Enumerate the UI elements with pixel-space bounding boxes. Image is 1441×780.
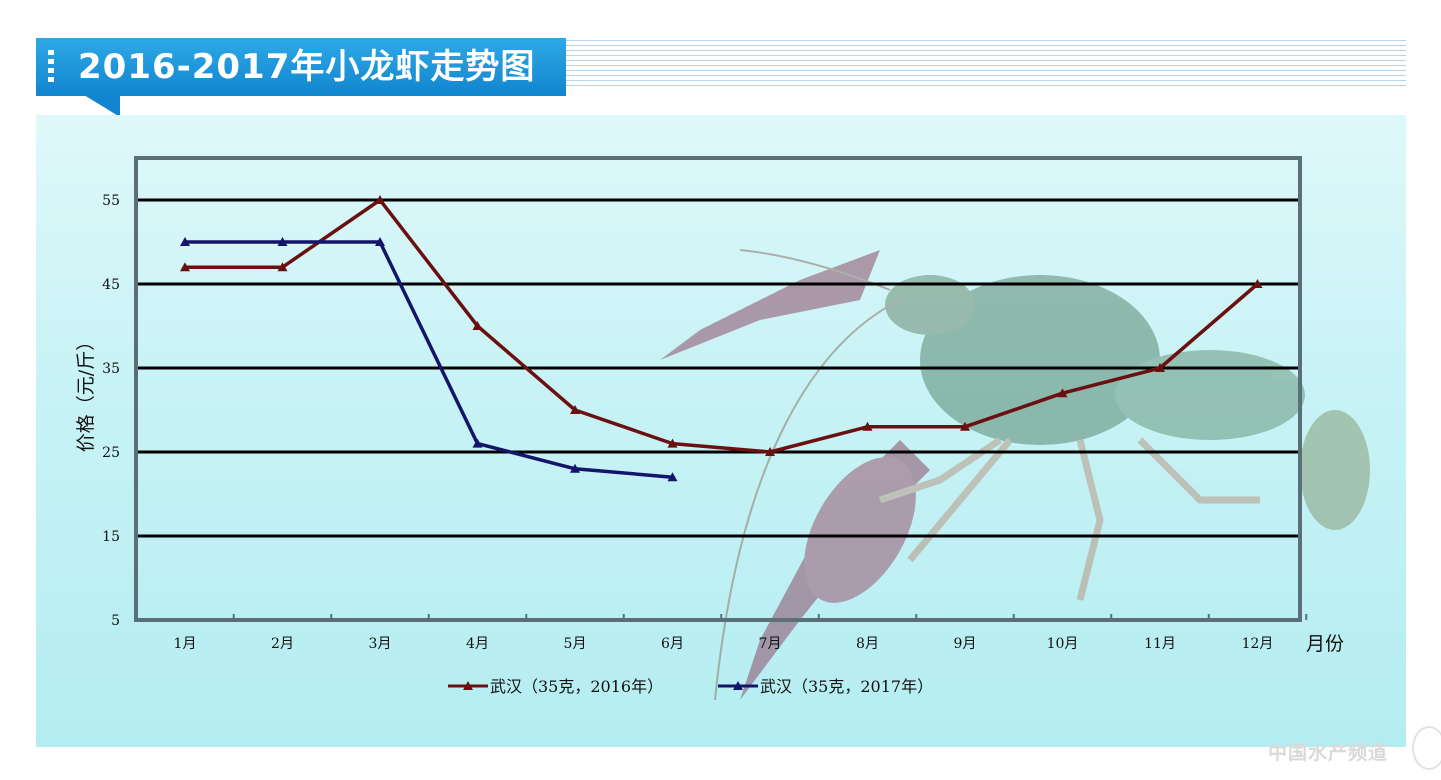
x-tick-label: 5月	[564, 636, 587, 652]
header-stripes-decoration	[566, 40, 1406, 90]
x-tick-label: 11月	[1144, 636, 1176, 652]
data-point	[960, 421, 970, 431]
x-axis-ticks: 1月 2月 3月 4月 5月 6月 7月 8月 9月 10月 11月 12月	[174, 614, 1308, 652]
data-point	[472, 438, 483, 448]
y-axis-title: 价格（元/斤）	[75, 332, 97, 452]
data-point	[667, 472, 678, 482]
globe-icon	[1412, 726, 1441, 770]
page-title: 2016-2017年小龙虾走势图	[78, 47, 536, 87]
x-tick-label: 8月	[856, 636, 879, 652]
data-point	[375, 237, 385, 246]
data-point	[1252, 279, 1263, 288]
y-tick-label: 45	[102, 277, 120, 293]
plot-area	[134, 156, 1302, 622]
header-banner-notch	[84, 95, 120, 117]
legend-marker	[463, 681, 473, 690]
x-tick-label: 6月	[661, 636, 684, 652]
data-point	[180, 262, 190, 272]
y-tick-label: 15	[102, 529, 120, 545]
data-point	[862, 421, 873, 431]
data-point	[472, 321, 483, 330]
y-tick-label: 25	[102, 445, 120, 461]
data-point	[180, 237, 190, 246]
x-tick-label: 3月	[369, 636, 392, 652]
y-tick-label: 55	[102, 193, 120, 209]
series-lines	[180, 195, 1263, 482]
data-point	[570, 463, 580, 473]
series-line-1	[185, 198, 1259, 454]
x-tick-label: 7月	[759, 636, 782, 652]
x-tick-label: 2月	[271, 636, 294, 652]
y-axis-ticks: 5 15 25 35 45 55	[102, 193, 120, 629]
header-dots-decoration	[48, 50, 54, 86]
legend-marker	[733, 681, 743, 690]
watermark-text: 中国水产频道	[1268, 742, 1389, 764]
data-point	[570, 405, 580, 414]
y-tick-label: 35	[102, 361, 120, 377]
header-banner	[36, 38, 566, 96]
legend: 武汉（35克，2016年） 武汉（35克，2017年）	[448, 677, 933, 696]
data-point	[667, 438, 678, 448]
data-point	[1057, 388, 1068, 398]
legend-label: 武汉（35克，2017年）	[760, 677, 933, 696]
x-tick-label: 4月	[466, 636, 489, 652]
data-point	[277, 262, 288, 272]
gridlines	[138, 198, 1298, 538]
data-point	[375, 195, 385, 204]
data-point	[277, 237, 288, 246]
x-tick-label: 12月	[1242, 636, 1274, 652]
y-tick-label: 5	[111, 613, 120, 629]
x-tick-label: 10月	[1047, 636, 1079, 652]
x-tick-label: 9月	[954, 636, 977, 652]
data-point	[1155, 363, 1165, 372]
legend-label: 武汉（35克，2016年）	[490, 677, 663, 696]
x-tick-label: 1月	[174, 636, 197, 652]
legend-item-1: 武汉（35克，2016年）	[448, 677, 663, 696]
crayfish-image	[660, 249, 1370, 701]
legend-item-2: 武汉（35克，2017年）	[718, 677, 933, 696]
data-point	[765, 447, 775, 456]
x-axis-title: 月份	[1306, 633, 1344, 655]
series-line-2	[185, 240, 673, 479]
